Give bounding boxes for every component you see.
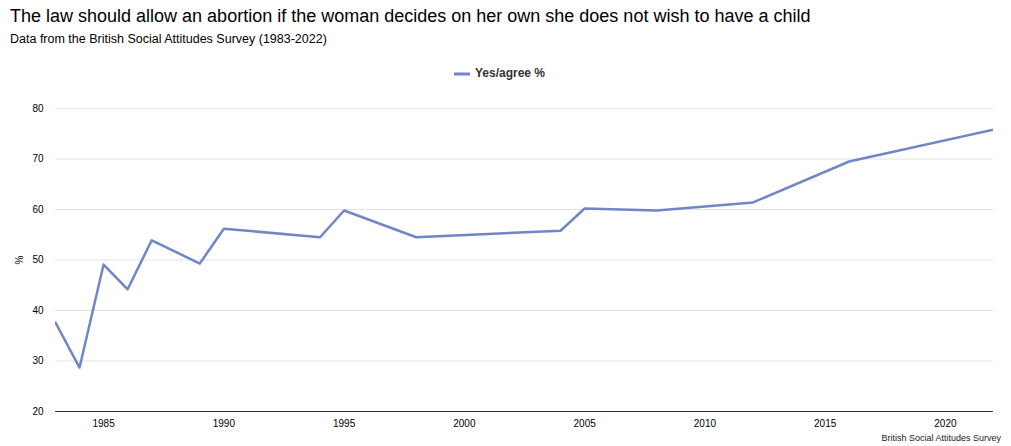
svg-text:70: 70 — [32, 153, 44, 164]
svg-text:2020: 2020 — [934, 418, 957, 429]
svg-text:1985: 1985 — [92, 418, 115, 429]
html-text:British Social Attitudes Surve: British Social Attitudes Survey — [881, 433, 1001, 443]
svg-text:1990: 1990 — [213, 418, 236, 429]
svg-text:2000: 2000 — [453, 418, 476, 429]
svg-text:2015: 2015 — [814, 418, 837, 429]
svg-text:60: 60 — [32, 204, 44, 215]
svg-text:50: 50 — [32, 254, 44, 265]
html-text:Data from the British Social A: Data from the British Social Attitudes S… — [10, 32, 327, 46]
svg-text:2005: 2005 — [574, 418, 597, 429]
svg-text:80: 80 — [32, 103, 44, 114]
svg-text:1995: 1995 — [333, 418, 356, 429]
html-text:The law should allow an aborti: The law should allow an abortion if the … — [10, 6, 811, 26]
svg-text:2010: 2010 — [694, 418, 717, 429]
svg-text:20: 20 — [32, 406, 44, 417]
html-text:Yes/agree %: Yes/agree % — [475, 66, 545, 80]
svg-text:40: 40 — [32, 305, 44, 316]
svg-text:%: % — [14, 255, 25, 264]
svg-text:30: 30 — [32, 355, 44, 366]
